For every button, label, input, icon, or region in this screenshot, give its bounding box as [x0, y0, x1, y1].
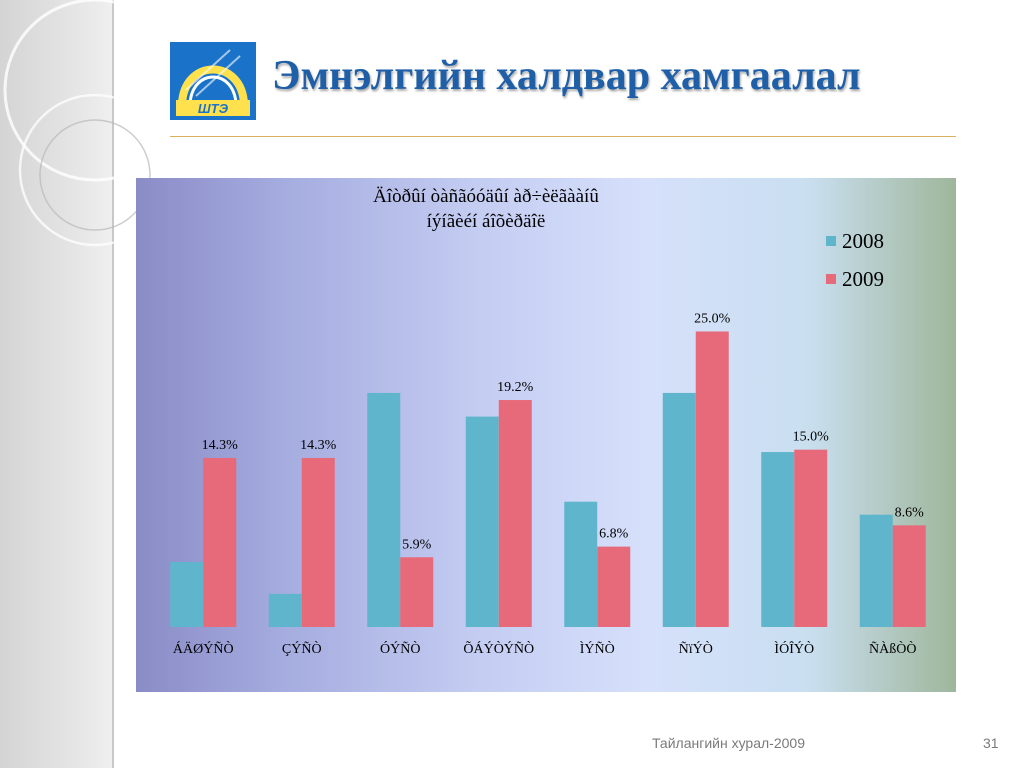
bar-2009-1 — [203, 457, 237, 627]
category-label-4: ÕÁÝÒÝÑÒ — [463, 640, 534, 657]
data-label-2009-3: 5.9% — [402, 537, 432, 552]
bar-2008-7 — [761, 452, 795, 627]
category-label-7: ÌÓÎÝÒ — [774, 640, 814, 657]
bar-2008-5 — [564, 501, 598, 627]
legend-swatch-2008 — [826, 236, 836, 246]
data-label-2009-8: 8.6% — [895, 505, 925, 520]
bar-2009-7 — [794, 449, 828, 627]
category-label-6: ÑïÝÒ — [679, 640, 713, 657]
legend-item-2008: 2008 — [826, 222, 884, 260]
chart-area: 14.3% ÁÄØÝÑÒ 14.3% ÇÝÑÒ 5.9% ÓÝÑÒ 19.2% ÕÁÝÒÝÑÒ… — [136, 178, 956, 692]
bar-2009-2 — [301, 457, 335, 627]
category-label-1: ÁÄØÝÑÒ — [173, 640, 234, 657]
category-label-8: ÑÀßÒÒ — [869, 640, 916, 657]
left-panel-edge — [112, 0, 114, 768]
bar-2009-5 — [597, 546, 631, 627]
decorative-circles — [3, 0, 160, 247]
data-label-2009-7: 15.0% — [793, 430, 830, 445]
data-label-2009-6: 25.0% — [694, 311, 731, 326]
bar-2009-3 — [400, 557, 434, 627]
data-label-2009-5: 6.8% — [599, 527, 629, 542]
bar-2008-1 — [170, 561, 204, 627]
page-number: 31 — [983, 735, 999, 751]
data-label-2009-1: 14.3% — [202, 438, 239, 453]
bar-2008-4 — [465, 416, 499, 627]
bar-chart: 14.3% ÁÄØÝÑÒ 14.3% ÇÝÑÒ 5.9% ÓÝÑÒ 19.2% ÕÁÝÒÝÑÒ… — [170, 311, 926, 657]
legend-item-2009: 2009 — [826, 260, 884, 298]
organization-logo: ШТЭ — [170, 42, 256, 120]
bar-2008-6 — [662, 392, 696, 627]
chart-title-line-2: íýíãèéí áîõèðäîë — [426, 211, 546, 232]
category-label-5: ÌÝÑÒ — [580, 640, 615, 657]
bar-2008-8 — [859, 514, 893, 627]
chart-legend: 2008 2009 — [826, 222, 884, 298]
chart-title: Äîòðûí òàñãóóäûí àð÷èëãààíû íýíãèéí áîõè… — [346, 184, 626, 234]
category-label-2: ÇÝÑÒ — [282, 640, 322, 657]
title-divider — [170, 136, 956, 137]
data-label-2009-4: 19.2% — [497, 380, 534, 395]
legend-swatch-2009 — [826, 274, 836, 284]
slide-title: Эмнэлгийн халдвар хамгаалал — [272, 53, 861, 99]
legend-label-2009: 2009 — [842, 266, 884, 291]
left-decorative-panel — [0, 0, 112, 768]
logo-text: ШТЭ — [198, 101, 229, 116]
bar-2009-8 — [892, 525, 926, 627]
data-label-2009-2: 14.3% — [300, 438, 337, 453]
bar-2009-6 — [695, 331, 729, 627]
bar-2009-4 — [498, 400, 532, 627]
chart-title-line-1: Äîòðûí òàñãóóäûí àð÷èëãààíû — [373, 186, 599, 207]
bar-2008-3 — [367, 392, 401, 627]
legend-label-2008: 2008 — [842, 228, 884, 253]
footer-text: Тайлангийн хурал-2009 — [652, 735, 805, 751]
category-label-3: ÓÝÑÒ — [380, 640, 420, 657]
bar-2008-2 — [268, 593, 302, 627]
